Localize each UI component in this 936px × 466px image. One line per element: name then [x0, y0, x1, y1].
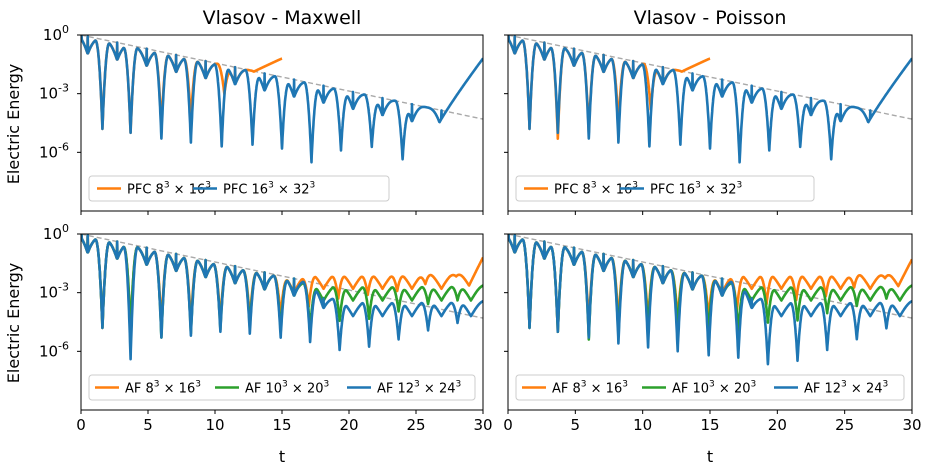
legend-label: AF 83 × 163: [552, 380, 628, 397]
x-tick-label: 30: [902, 416, 921, 434]
x-tick-label: 10: [205, 416, 224, 434]
legend-box: [515, 175, 815, 202]
plot-area: [508, 234, 912, 366]
legend: PFC 83 × 163 PFC 163 × 323: [88, 175, 390, 202]
y-tick-label: 100: [43, 222, 69, 243]
x-tick-label: 0: [76, 416, 86, 434]
y-tick-label: 100: [43, 23, 69, 44]
reference-decay-line: [508, 234, 912, 319]
legend-label: AF 103 × 203: [672, 380, 756, 397]
legend: AF 83 × 163 AF 103 × 203 AF 123 × 243: [515, 374, 905, 401]
legend: AF 83 × 163 AF 103 × 203 AF 123 × 243: [88, 374, 476, 401]
xlabel-bottom-left: t: [279, 447, 285, 466]
legend-label: PFC 163 × 323: [223, 181, 315, 198]
legend-box: [515, 374, 905, 401]
legend-label: AF 123 × 243: [377, 380, 461, 397]
legend-box: [88, 374, 476, 401]
ylabel-bottom: Electric Energy: [4, 263, 23, 383]
x-tick-label: 5: [571, 416, 581, 434]
series-line-blue: [81, 35, 483, 164]
x-tick-label: 25: [406, 416, 425, 434]
legend-label: AF 123 × 243: [804, 380, 888, 397]
legend-label: AF 103 × 203: [245, 380, 329, 397]
x-tick-label: 20: [339, 416, 358, 434]
legend-box: [88, 175, 390, 202]
x-tick-label: 0: [503, 416, 513, 434]
legend-label: PFC 83 × 163: [554, 181, 638, 198]
legend-label: AF 83 × 163: [125, 380, 201, 397]
ylabel-top: Electric Energy: [4, 64, 23, 184]
legend-label: PFC 83 × 163: [127, 181, 211, 198]
reference-decay-line: [508, 35, 912, 120]
series-line-blue: [81, 234, 483, 361]
plot-area: [508, 35, 912, 164]
plot-area: [81, 234, 483, 361]
y-tick-label: 10-3: [39, 82, 69, 103]
panel-bottom-left: 0 5 10 15 20 25 30 100 10-3 10-6 AF 83 × 163 AF 103…: [39, 222, 493, 434]
legend: PFC 83 × 163 PFC 163 × 323: [515, 175, 815, 202]
series-line-blue: [508, 234, 912, 366]
x-tick-label: 5: [143, 416, 153, 434]
title-vlasov-maxwell: Vlasov - Maxwell: [203, 7, 362, 29]
plot-area: [81, 35, 483, 164]
x-tick-label: 20: [768, 416, 787, 434]
x-tick-label: 15: [700, 416, 719, 434]
legend-label: PFC 163 × 323: [650, 181, 742, 198]
x-tick-label: 25: [835, 416, 854, 434]
y-tick-label: 10-3: [39, 281, 69, 302]
x-tick-label: 30: [473, 416, 492, 434]
xlabel-bottom-right: t: [707, 447, 713, 466]
y-tick-label: 10-6: [39, 339, 69, 360]
series-line-blue: [508, 35, 912, 164]
panel-top-left: 100 10-3 10-6 PFC 83 × 163 PFC 163 × 323: [39, 23, 484, 215]
panel-top-right: PFC 83 × 163 PFC 163 × 323: [504, 34, 913, 215]
y-tick-label: 10-6: [39, 140, 69, 161]
x-tick-label: 10: [633, 416, 652, 434]
panel-bottom-right: 0 5 10 15 20 25 30 AF 83 × 163 AF 103 × 203 AF 12…: [503, 233, 922, 434]
title-vlasov-poisson: Vlasov - Poisson: [634, 7, 787, 29]
x-tick-label: 15: [272, 416, 291, 434]
